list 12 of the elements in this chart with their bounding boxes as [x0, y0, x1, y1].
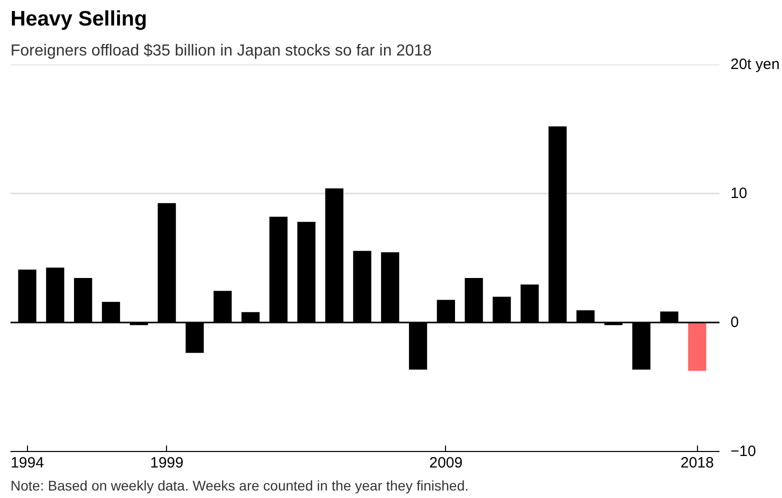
chart-subtitle: Foreigners offload $35 billion in Japan stocks so far in 2018	[10, 42, 432, 60]
y-tick-label: 0	[730, 314, 739, 331]
x-tick-label: 2009	[429, 454, 463, 472]
y-tick-label: 10	[730, 185, 748, 202]
x-tick-label: 1999	[150, 454, 184, 472]
chart-title: Heavy Selling	[10, 8, 148, 30]
y-tick-label: 20t yen	[730, 56, 780, 73]
x-tick-label: 2018	[680, 454, 714, 472]
x-tick-label: 1994	[10, 454, 44, 472]
y-tick-label: −10	[730, 443, 756, 460]
text: Note: Based on weekly data. Weeks are counted in the year they finished.	[10, 478, 469, 494]
bar	[688, 322, 706, 371]
